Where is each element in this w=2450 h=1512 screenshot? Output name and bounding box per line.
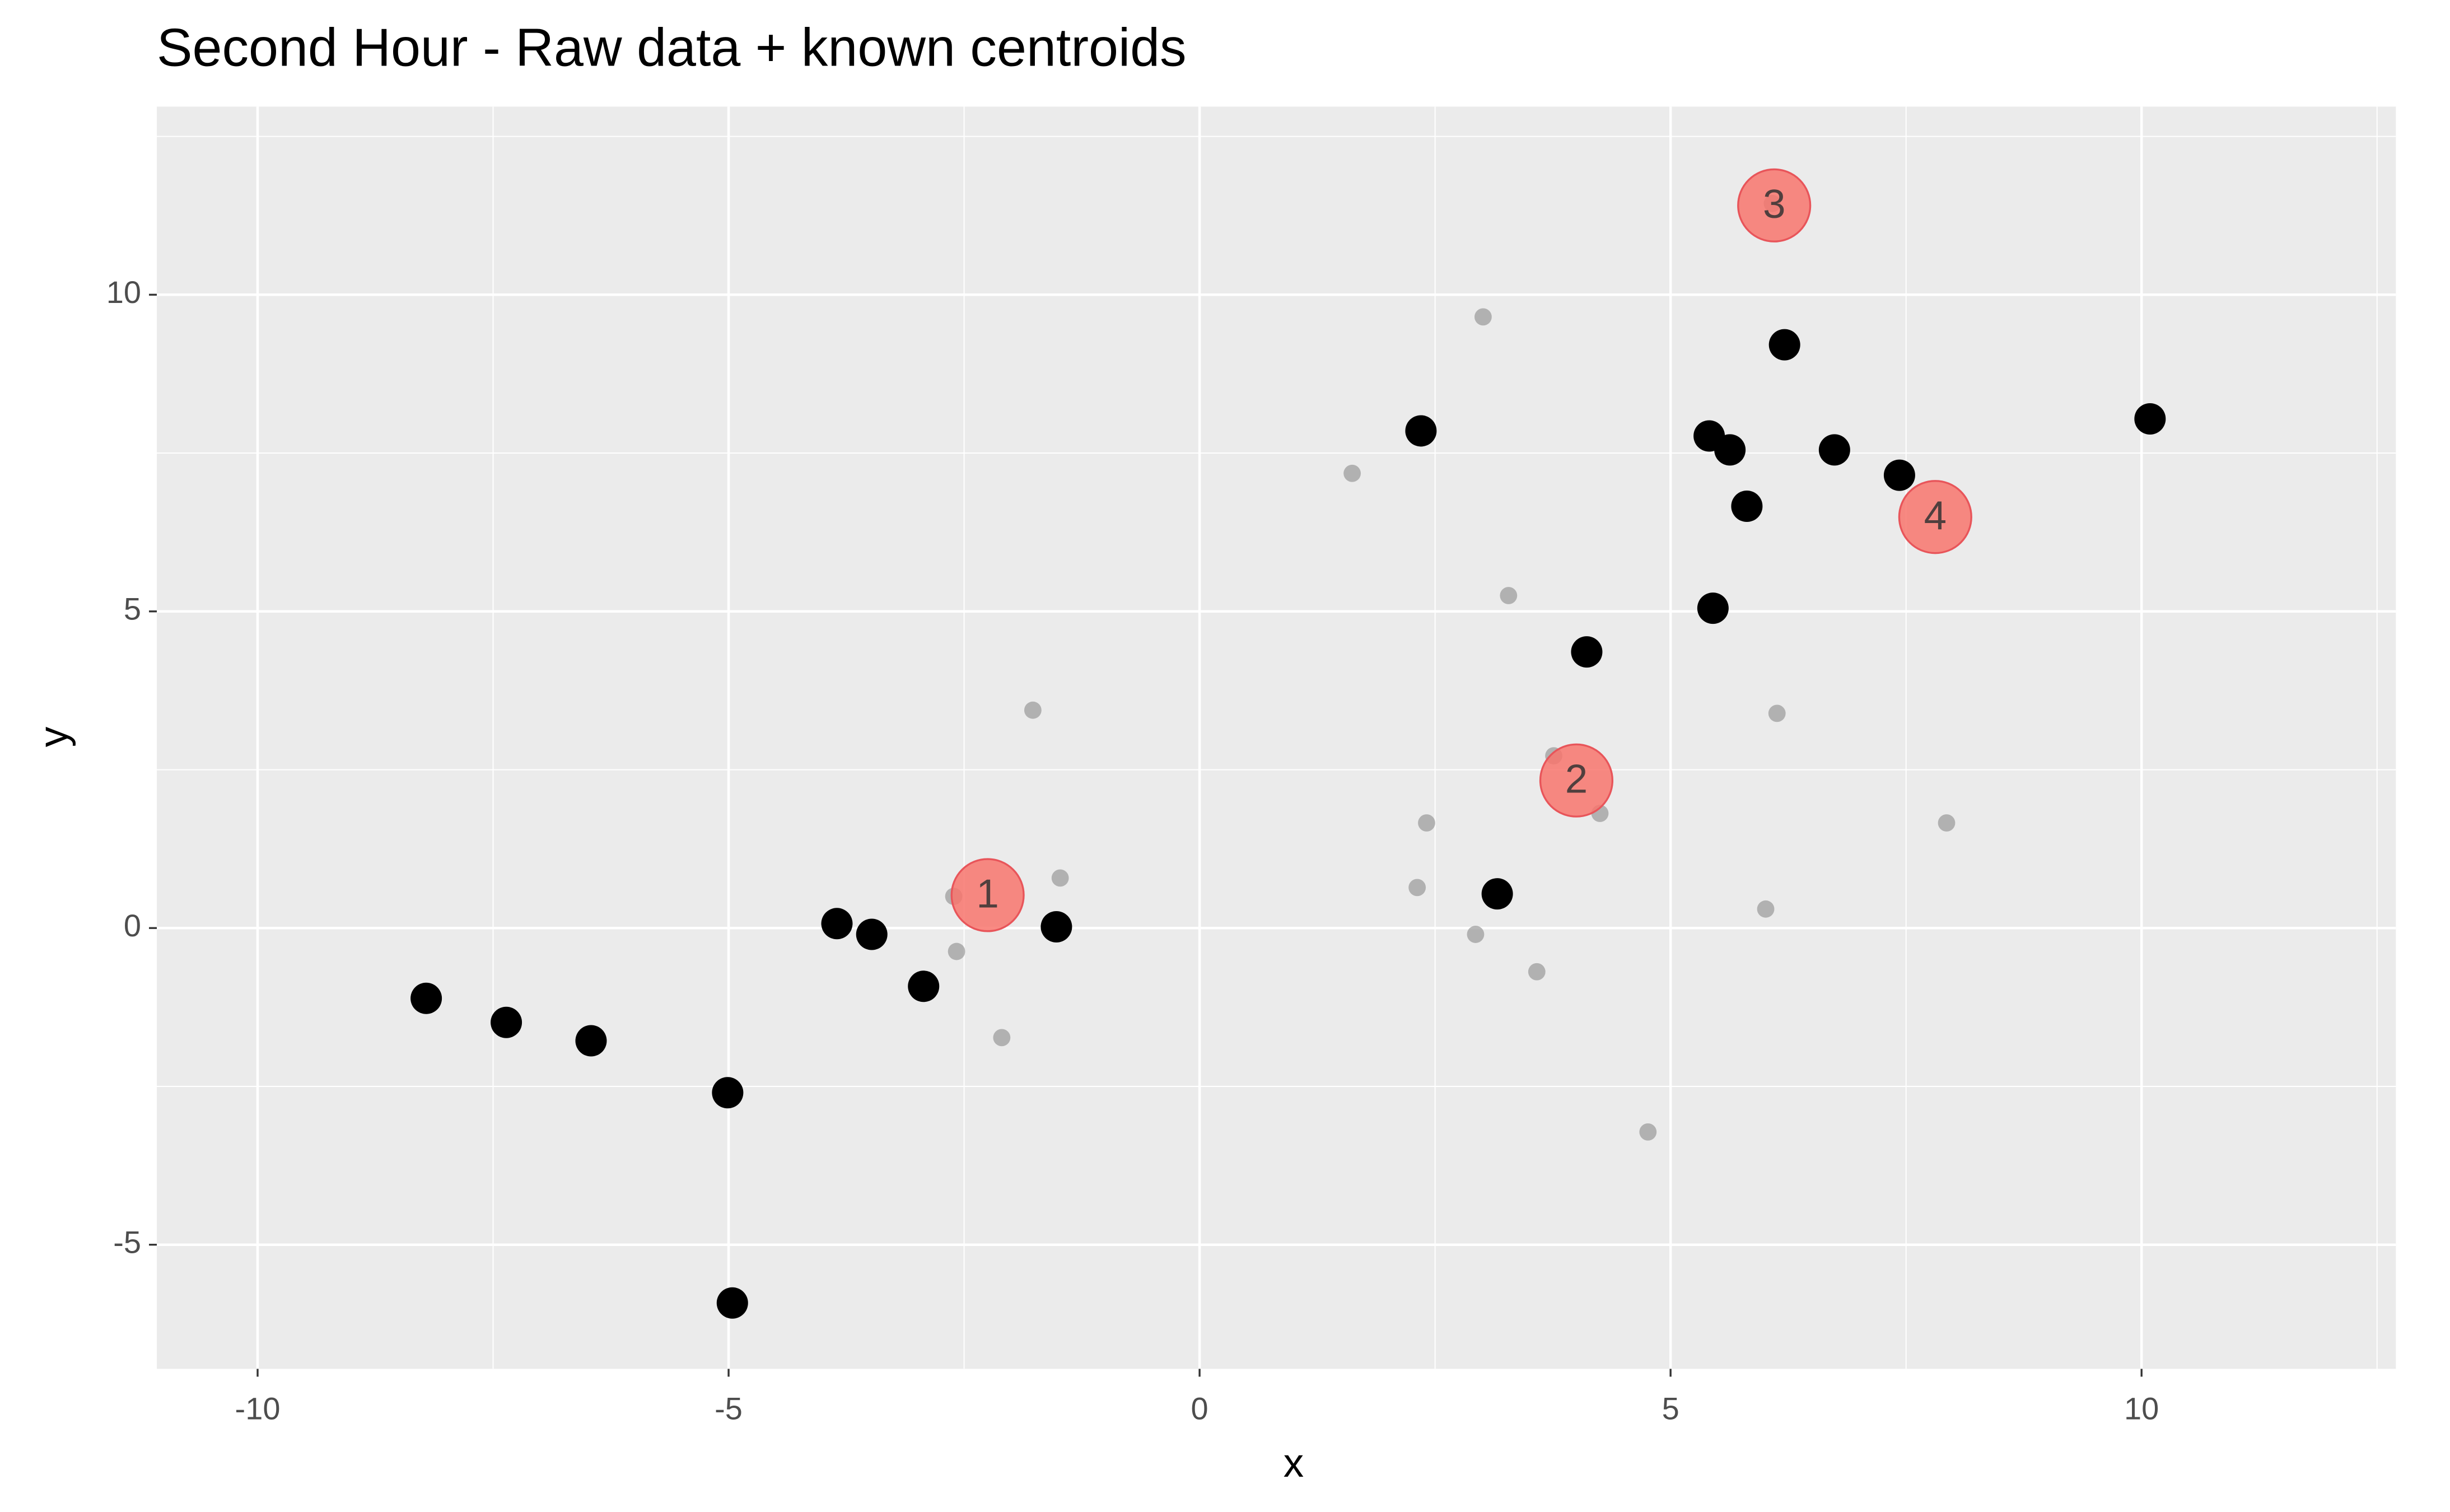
point [1040,911,1072,942]
centroid-label: 4 [1924,493,1947,538]
centroid [1737,168,1812,242]
point [821,908,853,940]
point [410,982,442,1014]
point [491,1006,522,1038]
centroid [1898,480,1972,554]
point [908,970,940,1002]
point [1474,308,1492,326]
point [712,1077,744,1109]
y-axis-title: y [31,726,76,747]
point [856,918,888,950]
point [1883,459,1915,491]
centroid-label: 2 [1565,757,1588,802]
point [1639,1123,1657,1141]
point [1051,869,1069,887]
point [575,1025,607,1057]
x-axis-title: x [1284,1440,1304,1486]
y-tick-label: 5 [124,591,141,627]
point [1528,963,1546,981]
y-tick-label: -5 [113,1224,141,1259]
point [1024,701,1042,719]
y-tick-label: 10 [106,274,141,310]
point [1768,329,1800,361]
centroid [1539,743,1614,818]
point [716,1287,748,1319]
point [1481,878,1513,910]
point [1731,491,1763,522]
point [948,942,965,960]
point [1818,434,1850,466]
chart-title: Second Hour - Raw data + known centroids [157,18,1187,78]
x-tick-label: 10 [2124,1391,2159,1426]
point [1757,900,1775,918]
point [1768,704,1786,722]
point [993,1029,1011,1047]
point [1500,587,1518,604]
x-tick-label: 0 [1191,1391,1208,1426]
point [1938,814,1956,832]
point [1343,464,1361,482]
x-tick-label: -5 [715,1391,743,1426]
point [1408,879,1426,897]
centroid-label: 3 [1763,181,1785,227]
plot-panel [157,106,2396,1369]
centroid [950,858,1025,932]
point [1418,814,1435,832]
point [1405,415,1437,447]
point [1467,926,1485,943]
point [1714,434,1746,466]
centroid-label: 1 [976,871,998,916]
point [2134,403,2166,435]
y-tick-label: 0 [124,908,141,943]
point [1571,636,1603,668]
point [1697,592,1729,624]
x-tick-label: 5 [1662,1391,1679,1426]
x-tick-label: -10 [235,1391,281,1426]
